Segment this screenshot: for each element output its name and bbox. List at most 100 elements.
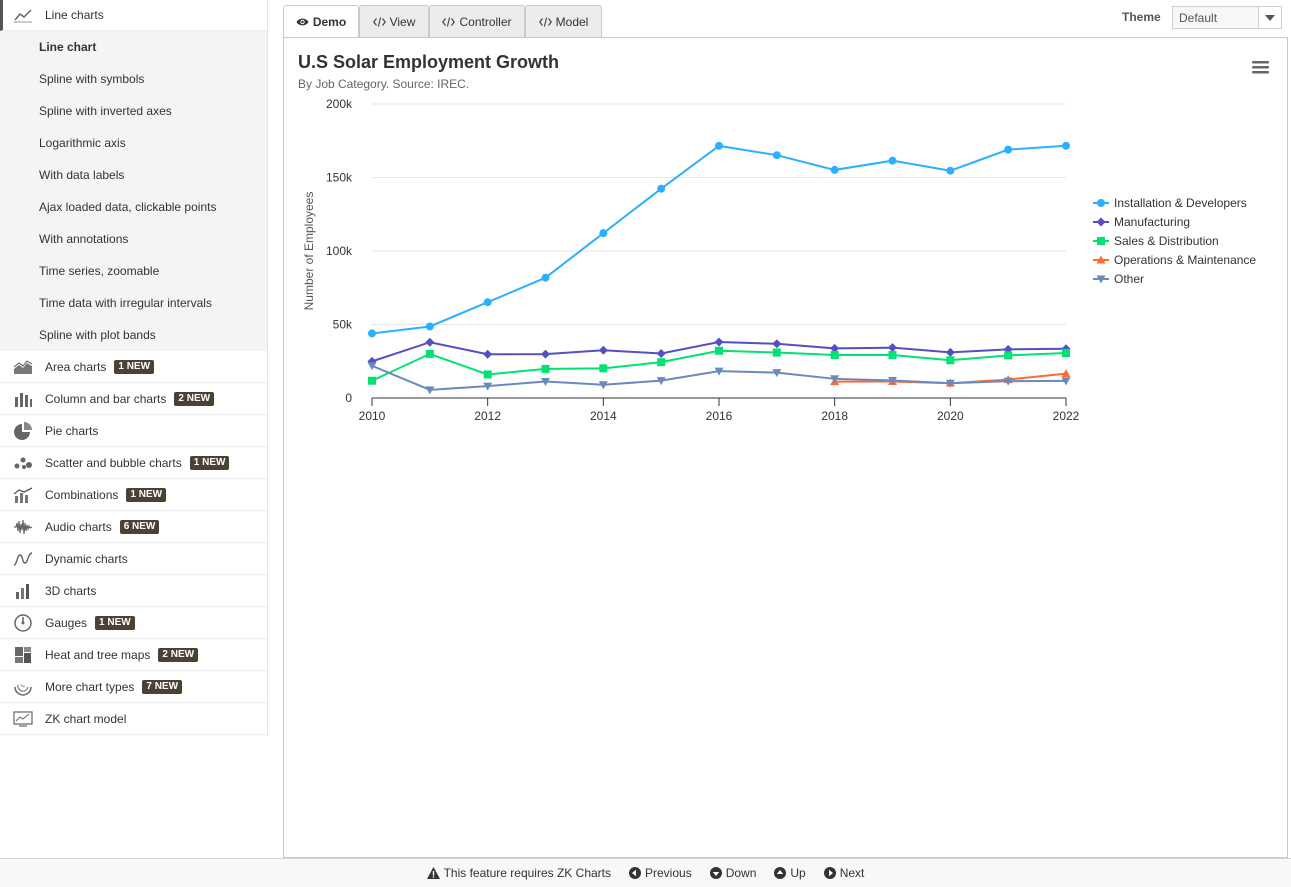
data-point	[888, 351, 897, 360]
sub-item-list: Line chart Spline with symbols Spline with…	[0, 31, 267, 351]
combination-chart-icon	[12, 486, 34, 504]
sidebar-subitem[interactable]: Spline with inverted axes	[39, 104, 172, 118]
pie-chart-icon	[12, 421, 34, 440]
data-point	[772, 151, 781, 160]
sidebar-item-gauges[interactable]: Gauges 1 NEW	[0, 607, 267, 639]
sidebar-subitem[interactable]: With data labels	[39, 168, 125, 182]
new-badge: 7 NEW	[142, 679, 183, 694]
data-point	[1004, 351, 1013, 360]
data-point	[888, 156, 897, 165]
previous-button[interactable]: Previous	[629, 866, 692, 880]
sidebar-item-column-and-bar-charts[interactable]: Column and bar charts 2 NEW	[0, 383, 267, 415]
code-icon	[372, 16, 386, 27]
warning-icon	[426, 867, 440, 879]
sidebar-item-label: Pie charts	[45, 423, 99, 438]
legend-item-label: Other	[1114, 272, 1144, 286]
sidebar-item-combinations[interactable]: Combinations 1 NEW	[0, 479, 267, 511]
data-point	[367, 362, 377, 371]
y-tick-label: 150k	[326, 171, 353, 185]
tab-model[interactable]: Model	[525, 5, 602, 37]
sidebar-item-label: Gauges	[45, 615, 88, 630]
data-point	[656, 348, 666, 358]
legend-item-label: Sales & Distribution	[1114, 234, 1219, 248]
x-tick-label: 2022	[1053, 409, 1080, 423]
data-point	[541, 364, 550, 373]
data-point	[830, 343, 840, 353]
arrow-left-circle-icon	[629, 867, 641, 879]
tab-view[interactable]: View	[359, 5, 429, 37]
3d-chart-icon	[12, 582, 34, 600]
code-icon	[442, 16, 456, 27]
legend-marker	[1096, 255, 1106, 264]
sidebar-item-scatter-and-bubble-charts[interactable]: Scatter and bubble charts 1 NEW	[0, 447, 267, 479]
sidebar-item-3d-charts[interactable]: 3D charts	[0, 575, 267, 607]
sidebar-item-dynamic-charts[interactable]: Dynamic charts	[0, 543, 267, 575]
data-point	[946, 166, 955, 175]
column-chart-icon	[12, 390, 34, 408]
data-point	[830, 375, 840, 384]
data-point	[541, 273, 550, 282]
new-badge: 2 NEW	[174, 391, 215, 406]
series-line	[371, 349, 1067, 382]
sidebar-subitem[interactable]: Spline with symbols	[39, 72, 145, 86]
sidebar-item-heat-and-tree-maps[interactable]: Heat and tree maps 2 NEW	[0, 639, 267, 671]
data-point	[715, 346, 723, 355]
sidebar-item-label: Heat and tree maps	[45, 647, 151, 662]
data-point	[714, 337, 724, 347]
down-button[interactable]: Down	[709, 866, 756, 880]
sidebar-subitem[interactable]: Logarithmic axis	[39, 136, 126, 150]
sidebar-item-label: More chart types	[45, 679, 135, 694]
sidebar-item-pie-charts[interactable]: Pie charts	[0, 415, 267, 447]
feature-warning-text: This feature requires ZK Charts	[443, 866, 611, 880]
data-point	[425, 322, 434, 331]
chart-subtitle: By Job Category. Source: IREC.	[298, 77, 469, 91]
up-label: Up	[790, 866, 806, 880]
sidebar-item-line-charts[interactable]: Line charts	[0, 0, 267, 31]
eye-icon	[296, 17, 309, 27]
new-badge: 2 NEW	[158, 647, 199, 662]
dynamic-chart-icon	[12, 550, 34, 568]
theme-select[interactable]: Default	[1172, 6, 1282, 29]
sidebar-item-label: Dynamic charts	[45, 551, 128, 566]
sidebar-subitem[interactable]: Spline with plot bands	[39, 328, 156, 342]
data-point	[714, 367, 724, 376]
arrow-down-circle-icon	[709, 867, 722, 879]
sidebar-subitem[interactable]: With annotations	[39, 232, 129, 246]
data-point	[599, 229, 608, 238]
x-tick-label: 2014	[590, 409, 617, 423]
new-badge: 6 NEW	[119, 519, 160, 534]
sidebar-item-area-charts[interactable]: Area charts 1 NEW	[0, 351, 267, 383]
sidebar-item-zk-chart-model[interactable]: ZK chart model	[0, 703, 267, 735]
tab-demo[interactable]: Demo	[283, 5, 359, 38]
feature-warning: This feature requires ZK Charts	[426, 866, 611, 880]
data-point	[1004, 145, 1013, 154]
data-point	[1062, 141, 1070, 150]
data-point	[598, 345, 608, 355]
sidebar-subitem[interactable]: Time data with irregular intervals	[39, 296, 212, 310]
sidebar-item-label: Column and bar charts	[45, 391, 167, 406]
tab-label: View	[389, 14, 416, 29]
tab-controller[interactable]: Controller	[429, 5, 525, 37]
sidebar-item-audio-charts[interactable]: Audio charts 6 NEW	[0, 511, 267, 543]
data-point	[1062, 348, 1070, 357]
sidebar-subitem[interactable]: Ajax loaded data, clickable points	[39, 200, 217, 214]
data-point	[541, 377, 550, 386]
legend-item-label: Installation & Developers	[1114, 196, 1247, 210]
tab-label: Controller	[459, 14, 512, 29]
sidebar-item-label: Audio charts	[45, 519, 112, 534]
sidebar-item-label: ZK chart model	[45, 711, 127, 726]
up-button[interactable]: Up	[774, 866, 806, 880]
sidebar-subitem[interactable]: Time series, zoomable	[39, 264, 160, 278]
data-point	[599, 364, 608, 373]
arrow-up-circle-icon	[774, 867, 787, 879]
footer-bar: This feature requires ZK Charts Previous…	[0, 858, 1291, 887]
new-badge: 1 NEW	[114, 359, 155, 374]
next-button[interactable]: Next	[823, 866, 864, 880]
sidebar-item-more-chart-types[interactable]: More chart types 7 NEW	[0, 671, 267, 703]
sidebar-subitem[interactable]: Line chart	[39, 40, 97, 54]
y-tick-label: 0	[345, 391, 352, 405]
scatter-chart-icon	[12, 454, 34, 472]
chart-menu-button[interactable]	[1250, 58, 1272, 76]
gauge-icon	[12, 613, 34, 632]
chevron-down-icon[interactable]	[1258, 7, 1281, 28]
